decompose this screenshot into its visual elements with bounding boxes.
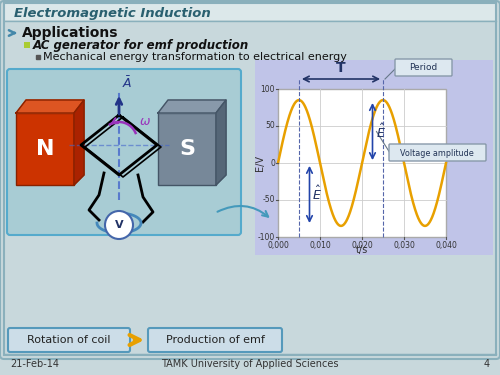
Polygon shape [158, 100, 226, 113]
Polygon shape [216, 100, 226, 185]
FancyBboxPatch shape [148, 328, 282, 352]
Text: $\omega$: $\omega$ [139, 115, 151, 128]
FancyBboxPatch shape [389, 144, 486, 161]
Text: 0,000: 0,000 [267, 241, 289, 250]
Text: AC generator for emf production: AC generator for emf production [33, 39, 249, 51]
Text: TAMK University of Applied Sciences: TAMK University of Applied Sciences [161, 359, 339, 369]
FancyBboxPatch shape [158, 113, 216, 185]
Text: V: V [114, 220, 124, 230]
Text: 0,040: 0,040 [435, 241, 457, 250]
Text: 100: 100 [260, 84, 275, 93]
Text: 4: 4 [484, 359, 490, 369]
Text: N: N [36, 139, 54, 159]
Polygon shape [74, 100, 84, 185]
Bar [4, 3, 496, 20]
FancyBboxPatch shape [8, 328, 130, 352]
Text: 0,010: 0,010 [309, 241, 331, 250]
Text: Rotation of coil: Rotation of coil [27, 335, 111, 345]
Text: -100: -100 [258, 232, 275, 242]
Text: $\hat{E}$: $\hat{E}$ [376, 123, 386, 141]
Bar [278, 89, 446, 237]
Bar [255, 60, 493, 255]
Text: 0: 0 [270, 159, 275, 168]
Text: 50: 50 [265, 122, 275, 130]
Text: Period: Period [409, 63, 437, 72]
Text: E/V: E/V [255, 155, 265, 171]
Text: 21-Feb-14: 21-Feb-14 [10, 359, 59, 369]
Text: Applications: Applications [22, 26, 118, 40]
Text: 0,030: 0,030 [393, 241, 415, 250]
Text: S: S [179, 139, 195, 159]
Text: 0,020: 0,020 [351, 241, 373, 250]
Text: $\bar{A}$: $\bar{A}$ [122, 75, 132, 91]
Text: Mechanical energy transformation to electrical energy: Mechanical energy transformation to elec… [43, 52, 347, 62]
Text: Electromagnetic Induction: Electromagnetic Induction [14, 6, 211, 20]
FancyBboxPatch shape [395, 59, 452, 76]
Circle shape [105, 211, 133, 239]
FancyBboxPatch shape [0, 1, 500, 359]
Text: Voltage amplitude: Voltage amplitude [400, 148, 474, 158]
FancyBboxPatch shape [7, 69, 241, 235]
Text: -50: -50 [262, 195, 275, 204]
Polygon shape [16, 100, 84, 113]
FancyBboxPatch shape [16, 113, 74, 185]
Text: Production of emf: Production of emf [166, 335, 264, 345]
Text: T: T [336, 61, 346, 75]
Bar [24, 42, 30, 48]
Text: $\hat{E}$: $\hat{E}$ [312, 185, 322, 204]
Text: t/s: t/s [356, 245, 368, 255]
